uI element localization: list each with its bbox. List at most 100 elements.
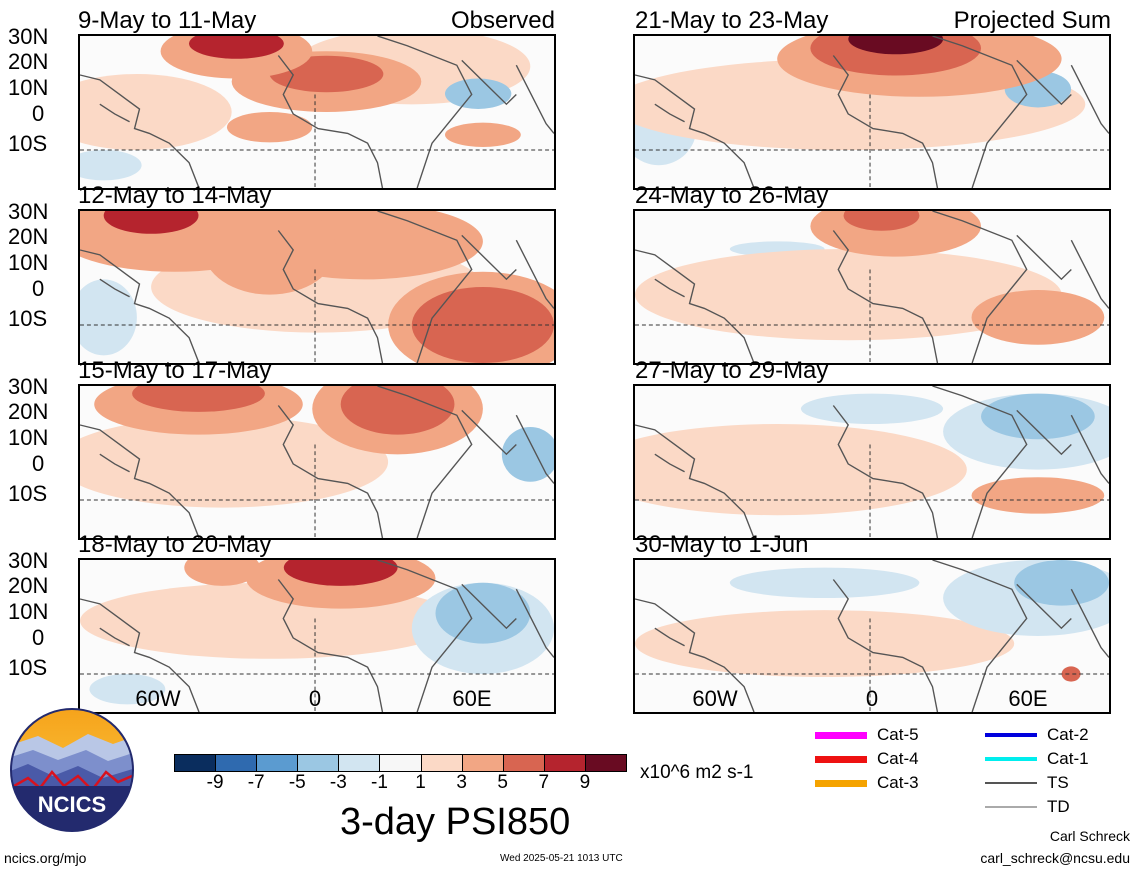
coastline: [461, 409, 517, 456]
legend-label: Cat-2: [1047, 725, 1089, 744]
anomaly-map: [635, 211, 1109, 363]
anomaly-shading: [729, 567, 920, 598]
map-panel: [633, 384, 1111, 540]
lat-label: 20N: [8, 49, 49, 74]
map-panel: [633, 209, 1111, 365]
lat-label: 10S: [8, 481, 48, 506]
panel-title: 12-May to 14-May: [78, 182, 272, 209]
anomaly-shading: [635, 424, 967, 516]
coastline: [1016, 409, 1072, 456]
anomaly-shading: [435, 582, 531, 644]
legend-label: Cat-3: [877, 773, 919, 792]
coastline: [832, 579, 939, 712]
coastline: [932, 386, 1028, 538]
footer-email: carl_schreck@ncsu.edu: [980, 850, 1130, 866]
footer-url: ncics.org/mjo: [4, 850, 87, 866]
anomaly-shading: [1014, 560, 1109, 606]
coastline: [80, 424, 200, 538]
coastline: [80, 249, 200, 363]
footer-timestamp: Wed 2025-05-21 1013 UTC: [500, 853, 623, 864]
coastline: [377, 211, 473, 363]
lat-label: 10N: [8, 250, 49, 275]
lon-label: 0: [865, 686, 879, 711]
lat-label: 10S: [8, 131, 48, 156]
anomaly-shading: [848, 36, 944, 55]
coastline: [99, 627, 130, 647]
legend-label: TS: [1047, 773, 1069, 792]
panel-tag: Projected Sum: [953, 7, 1111, 34]
anomaly-map: [80, 36, 554, 188]
coastline: [99, 453, 130, 473]
anomaly-shading: [635, 610, 1015, 678]
coastline: [635, 249, 755, 363]
anomaly-shading: [501, 427, 554, 482]
colorbar-tick: 7: [538, 772, 550, 793]
colorbar-swatch: [174, 754, 217, 772]
colorbar-tick: -3: [329, 772, 347, 793]
coastline: [80, 598, 200, 712]
footer-author: Carl Schreck: [1049, 828, 1130, 844]
map-panel: [78, 34, 556, 190]
anomaly-map: [80, 386, 554, 538]
legend-label: TD: [1047, 797, 1070, 816]
panel-title: 9-May to 11-May: [78, 7, 257, 34]
coastline: [932, 211, 1028, 363]
colorbar-swatch: [461, 754, 504, 772]
coastline: [515, 239, 554, 309]
coastline: [99, 103, 130, 123]
lon-label: 60E: [452, 686, 492, 711]
colorbar-tick: -5: [288, 772, 306, 793]
legend-swatch: [985, 733, 1037, 737]
lat-label: 10S: [8, 306, 48, 331]
coastline: [1070, 414, 1109, 484]
anomaly-shading: [444, 122, 521, 147]
lat-label: 0: [32, 451, 45, 476]
anomaly-shading: [635, 249, 1062, 341]
lat-label: 30N: [8, 548, 49, 573]
lat-label: 30N: [8, 199, 49, 224]
coastline: [932, 560, 1028, 712]
anomaly-shading: [89, 674, 166, 705]
legend-swatch: [815, 779, 867, 787]
anomaly-shading: [189, 36, 284, 59]
coastline: [515, 414, 554, 484]
coastline: [832, 405, 939, 538]
lat-label: 0: [32, 276, 45, 301]
lat-label: 0: [32, 101, 45, 126]
coastline: [635, 598, 755, 712]
colorbar-swatch: [297, 754, 340, 772]
anomaly-shading: [184, 560, 261, 586]
map-panel: [633, 558, 1111, 714]
coastline: [1070, 588, 1109, 658]
panel-title: 27-May to 29-May: [635, 357, 829, 384]
coastline: [461, 234, 517, 281]
anomaly-shading: [103, 211, 199, 234]
anomaly-shading: [1061, 666, 1081, 682]
colorbar-tick: 9: [579, 772, 591, 793]
coastline: [1070, 64, 1109, 134]
coastline: [1016, 234, 1072, 281]
anomaly-shading: [80, 416, 389, 508]
map-panel: [78, 209, 556, 365]
coastline: [377, 386, 473, 538]
panel-title: 24-May to 26-May: [635, 182, 829, 209]
colorbar-swatch: [502, 754, 545, 772]
coastline: [635, 424, 755, 538]
panel-title: 18-May to 20-May: [78, 531, 272, 558]
anomaly-shading: [132, 386, 265, 412]
lon-label: 0: [308, 686, 322, 711]
coastline: [80, 74, 200, 188]
lat-label: 10N: [8, 425, 49, 450]
anomaly-shading: [800, 393, 944, 424]
colorbar-swatch: [420, 754, 463, 772]
colorbar-tick: -9: [206, 772, 224, 793]
anomaly-map: [80, 211, 554, 363]
legend-swatch: [985, 806, 1037, 808]
legend-swatch: [815, 755, 867, 763]
lat-label: 20N: [8, 224, 49, 249]
anomaly-map: [635, 36, 1109, 188]
coastline: [515, 64, 554, 134]
anomaly-shading: [843, 211, 920, 231]
legend-swatch: [815, 731, 867, 739]
coastline: [654, 627, 685, 647]
